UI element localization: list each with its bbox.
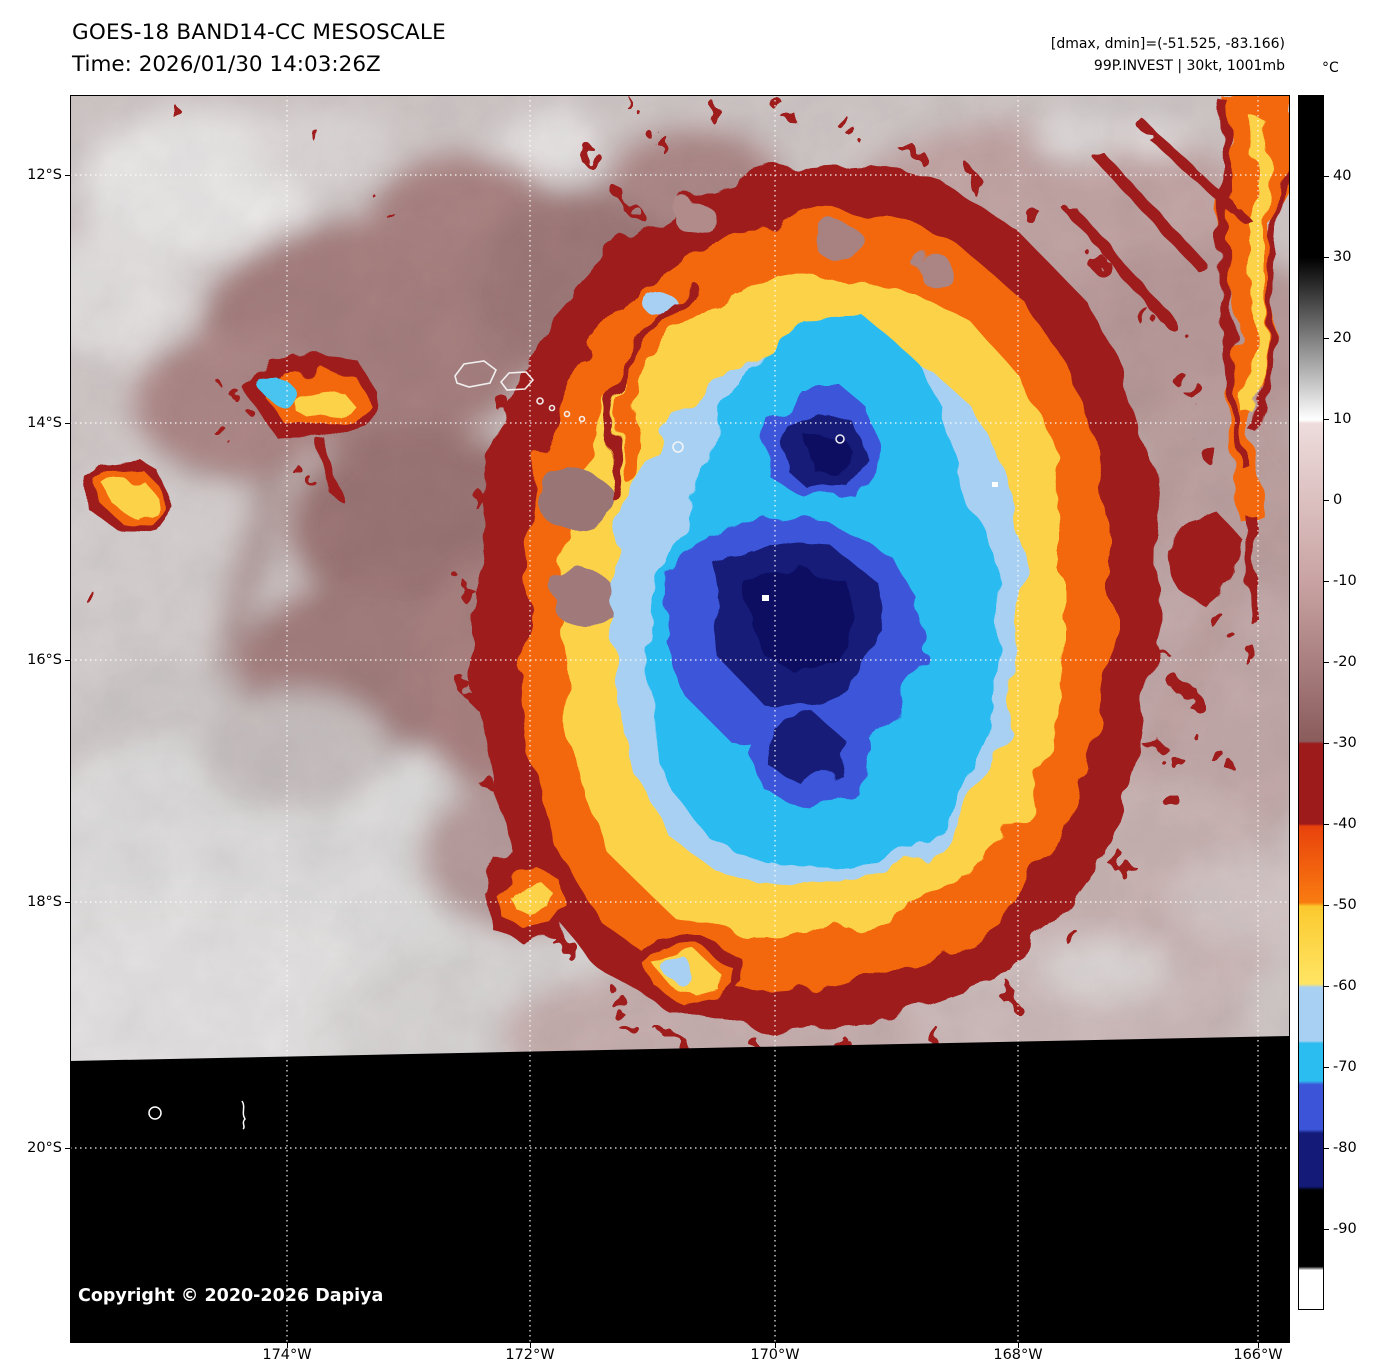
lat-tick-mark (65, 175, 70, 176)
colorbar-tick-label: -40 (1333, 816, 1357, 832)
lon-tick-mark (530, 1343, 531, 1348)
colorbar-tick-label: -10 (1333, 573, 1357, 589)
ir-satellite-image: Copyright © 2020-2026 Dapiya (0, 95, 1345, 1343)
lon-tick-label: 170°W (750, 1347, 800, 1363)
storm-info-readout: 99P.INVEST | 30kt, 1001mb (1093, 58, 1285, 74)
colorbar (1298, 95, 1324, 1310)
dmax-dmin-readout: [dmax, dmin]=(-51.525, -83.166) (1050, 36, 1285, 52)
lat-tick-mark (65, 660, 70, 661)
colorbar-tick-label: 20 (1333, 330, 1352, 346)
outlying-cells (90, 353, 1244, 1011)
copyright-watermark: Copyright © 2020-2026 Dapiya (78, 1286, 383, 1306)
cold-pixel-marker (992, 482, 998, 487)
lon-tick-mark (287, 1343, 288, 1348)
colorbar-tick-label: -70 (1333, 1059, 1357, 1075)
lon-tick-label: 168°W (993, 1347, 1043, 1363)
colorbar-tick-mark (1324, 1067, 1329, 1068)
colorbar-tick-mark (1324, 500, 1329, 501)
coastlines (454, 360, 845, 453)
nw-spiral-bands (607, 286, 710, 500)
lon-tick-mark (1018, 1343, 1019, 1348)
lat-tick-label: 20°S (27, 1140, 62, 1156)
lat-tick-label: 18°S (27, 894, 62, 910)
colorbar-tick-mark (1324, 176, 1329, 177)
lon-tick-mark (1258, 1343, 1259, 1348)
lat-tick-label: 14°S (27, 415, 62, 431)
lat-tick-label: 12°S (27, 167, 62, 183)
east-edge-band (1218, 95, 1290, 625)
colorbar-tick-mark (1324, 824, 1329, 825)
lat-tick-mark (65, 423, 70, 424)
map-area: Copyright © 2020-2026 Dapiya (0, 95, 1345, 1343)
colorbar-tick-label: 40 (1333, 168, 1352, 184)
island-outlines-south (148, 1100, 246, 1130)
lat-tick-label: 16°S (27, 652, 62, 668)
page-title: GOES-18 BAND14-CC MESOSCALE (72, 20, 446, 45)
colorbar-tick-label: -20 (1333, 654, 1357, 670)
header-info: [dmax, dmin]=(-51.525, -83.166) 99P.INVE… (1051, 33, 1285, 77)
lon-tick-label: 172°W (505, 1347, 555, 1363)
colorbar-tick-mark (1324, 257, 1329, 258)
colorbar-tick-mark (1324, 338, 1329, 339)
image-timestamp: Time: 2026/01/30 14:03:26Z (72, 52, 381, 77)
colorbar-tick-mark (1324, 1148, 1329, 1149)
colorbar-tick-mark (1324, 581, 1329, 582)
colorbar-tick-label: -50 (1333, 897, 1357, 913)
colorbar-tick-label: 30 (1333, 249, 1352, 265)
colorbar-tick-label: 0 (1333, 492, 1343, 508)
lon-tick-mark (775, 1343, 776, 1348)
lat-lon-grid (70, 95, 1290, 1343)
colorbar-tick-mark (1324, 743, 1329, 744)
storm-cold-cloud-shield (474, 163, 1160, 1031)
colorbar-tick-label: -60 (1333, 978, 1357, 994)
colorbar-tick-mark (1324, 419, 1329, 420)
lat-tick-mark (65, 1148, 70, 1149)
lon-tick-label: 166°W (1233, 1347, 1283, 1363)
no-data-region (70, 1036, 1290, 1343)
colorbar-tick-mark (1324, 986, 1329, 987)
lon-tick-label: 174°W (262, 1347, 312, 1363)
lat-tick-mark (65, 902, 70, 903)
colorbar-tick-label: -30 (1333, 735, 1357, 751)
colorbar-tick-label: -90 (1333, 1221, 1357, 1237)
colorbar-tick-mark (1324, 905, 1329, 906)
colorbar-tick-mark (1324, 662, 1329, 663)
colorbar-tick-label: -80 (1333, 1140, 1357, 1156)
colorbar-unit-label: °C (1322, 60, 1339, 76)
coldest-pixel-marker (762, 595, 769, 601)
colorbar-tick-mark (1324, 1229, 1329, 1230)
colorbar-tick-label: 10 (1333, 411, 1352, 427)
